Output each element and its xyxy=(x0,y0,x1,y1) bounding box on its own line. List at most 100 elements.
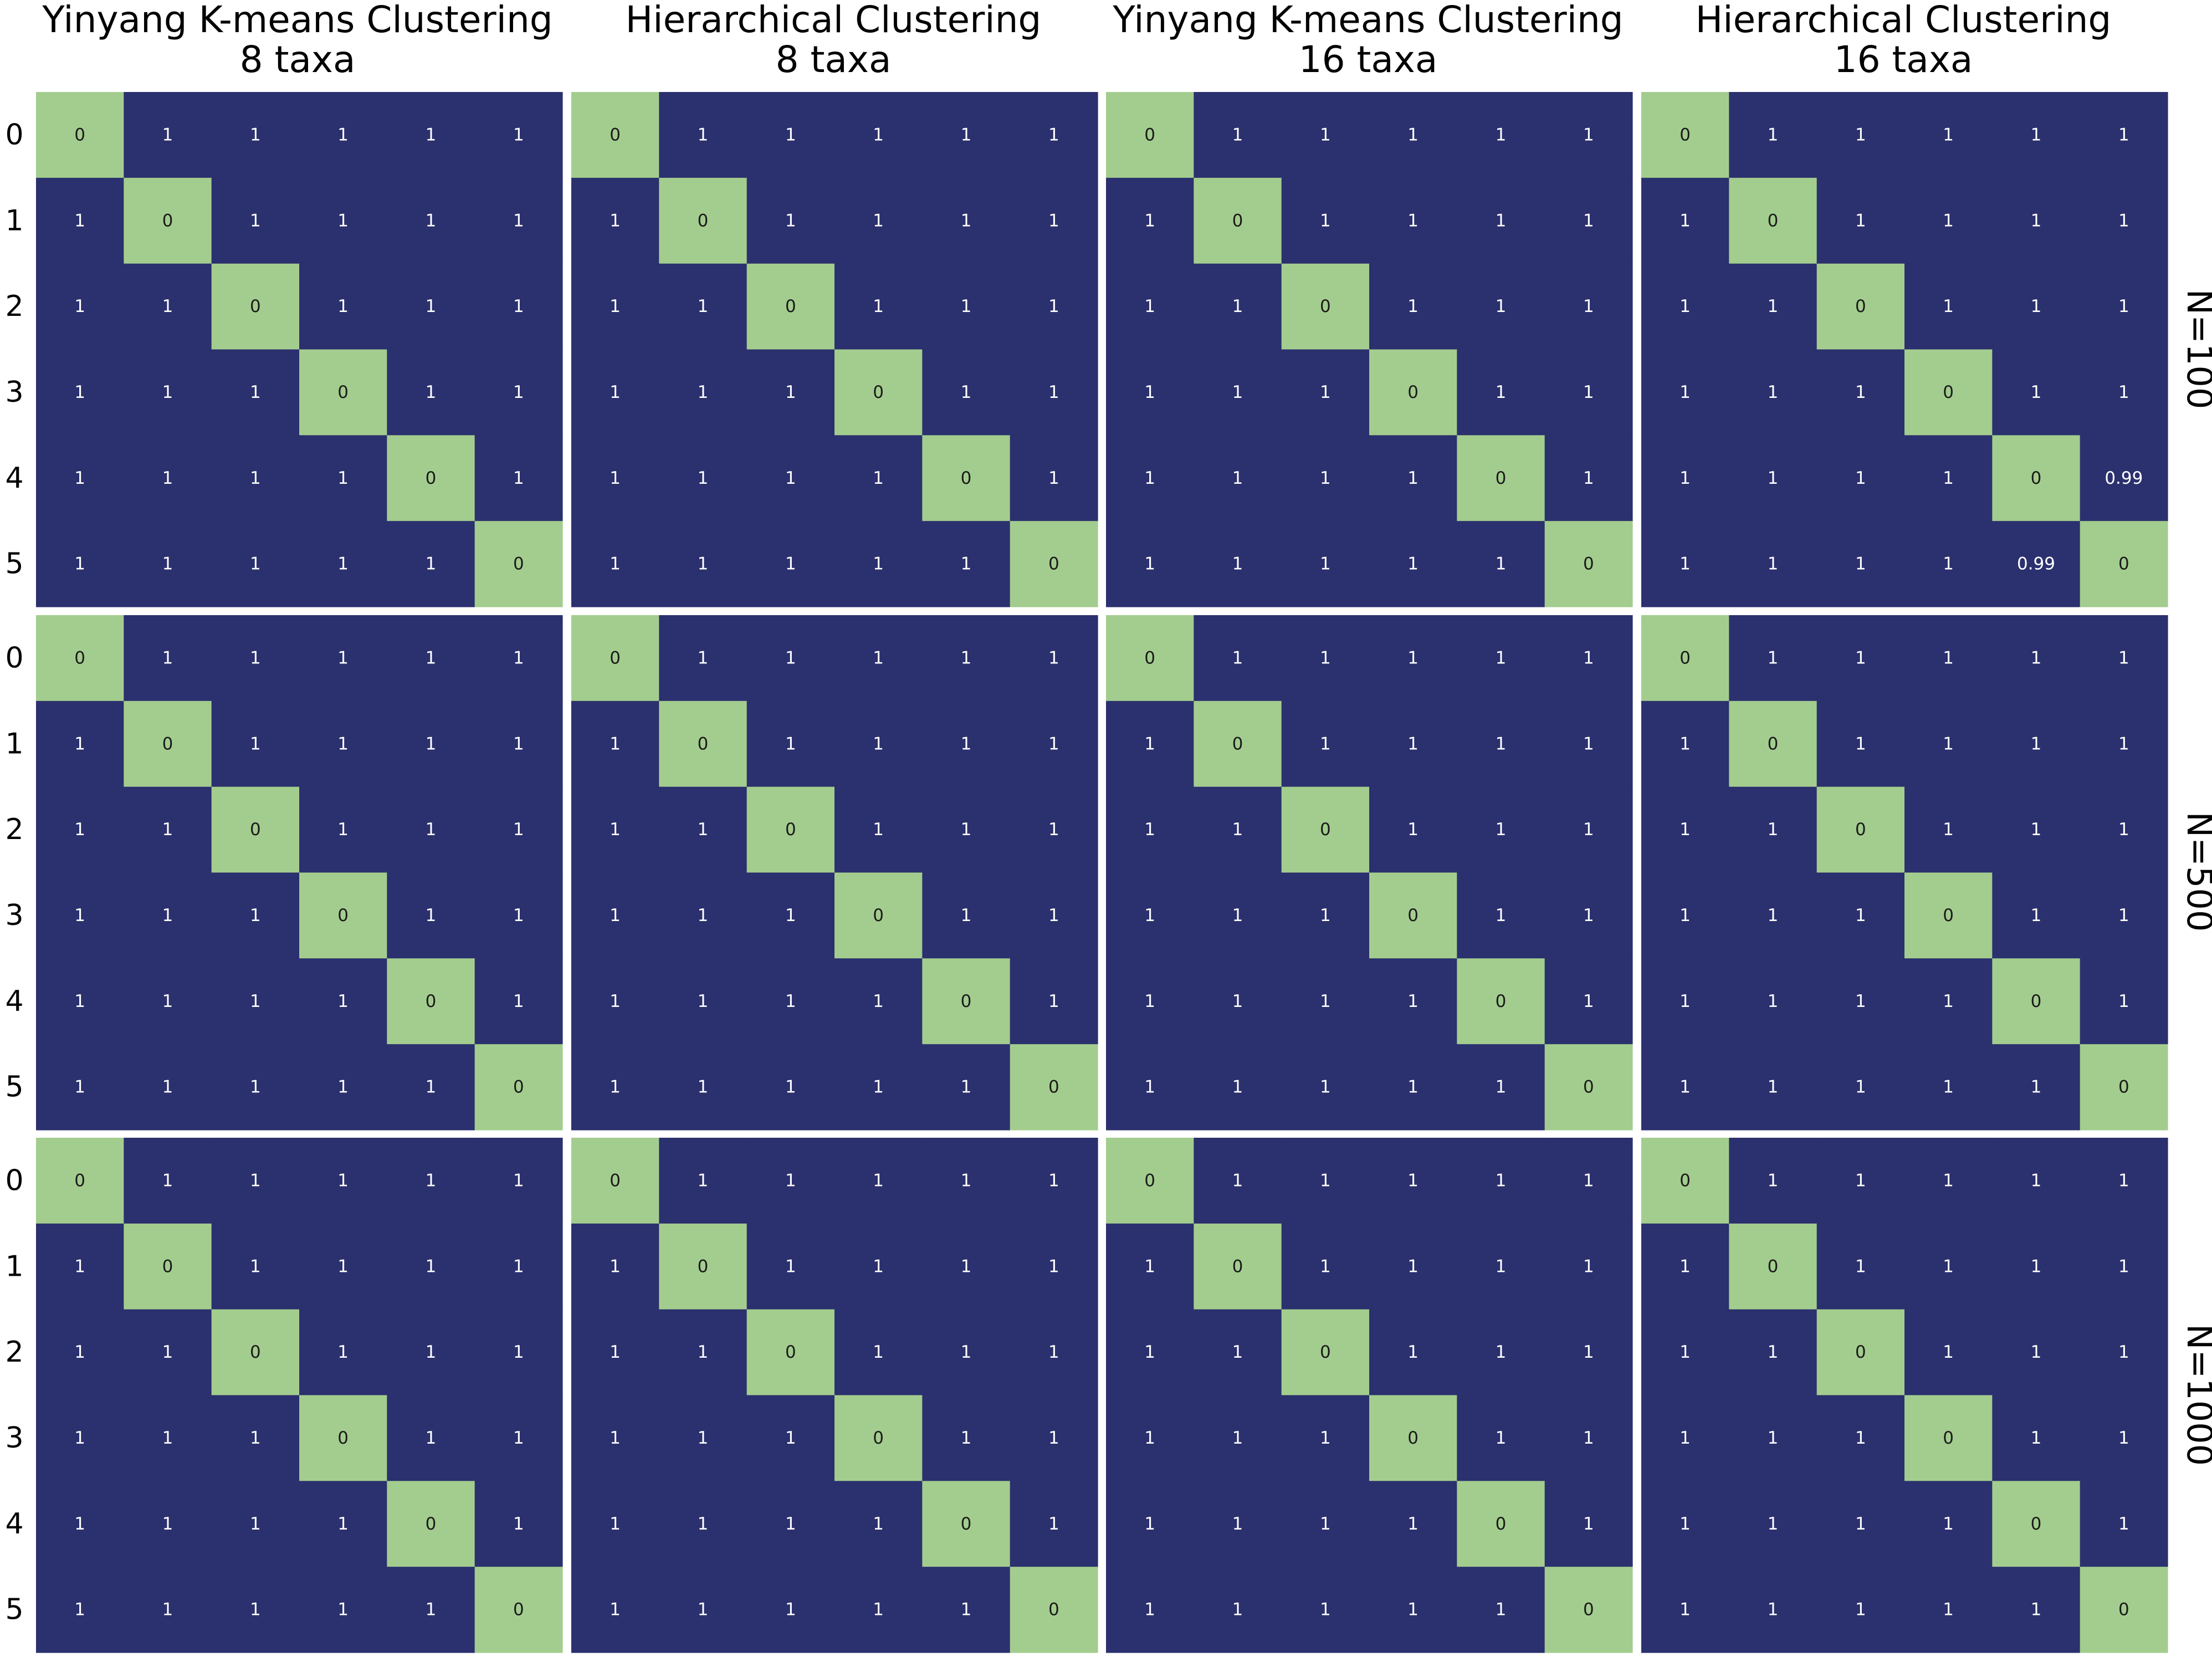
heatmap-cell xyxy=(124,1567,212,1653)
heatmap-cell xyxy=(387,1223,475,1310)
heatmap-cell xyxy=(387,1044,475,1131)
heatmap-cell xyxy=(36,1309,124,1396)
heatmap-cell-label: 1 xyxy=(698,125,709,145)
heatmap-cell-label: 1 xyxy=(513,734,524,754)
heatmap-cell-label: 1 xyxy=(1680,468,1691,488)
heatmap-cell-label: 1 xyxy=(610,1077,621,1097)
heatmap-cell-label: 0 xyxy=(250,820,261,840)
heatmap-cell-label: 1 xyxy=(2118,1342,2129,1362)
heatmap-cell xyxy=(2080,435,2168,521)
heatmap-cell xyxy=(1281,872,1370,959)
heatmap-cell-label: 1 xyxy=(74,554,85,574)
heatmap-cell-label: 1 xyxy=(2118,382,2129,402)
heatmap-cell xyxy=(36,700,124,787)
heatmap-cell-label: 1 xyxy=(1680,820,1691,840)
heatmap-cell xyxy=(2080,521,2168,607)
heatmap-cell-label: 1 xyxy=(1232,1342,1243,1362)
heatmap-cell-label: 1 xyxy=(250,1428,261,1448)
heatmap-cell-label: 1 xyxy=(698,554,709,574)
heatmap-cell-label: 1 xyxy=(1768,382,1779,402)
heatmap-cell-label: 1 xyxy=(1048,1514,1059,1534)
heatmap-cell-label: 1 xyxy=(426,906,437,925)
heatmap-cell xyxy=(2080,872,2168,959)
heatmap-cell-label: 1 xyxy=(2118,734,2129,754)
heatmap-cell xyxy=(1010,1481,1098,1567)
heatmap-cell xyxy=(1729,1138,1817,1224)
heatmap-cell-label: 1 xyxy=(1583,1428,1594,1448)
heatmap-cell xyxy=(1010,521,1098,607)
heatmap-cell xyxy=(1992,177,2081,264)
heatmap-cell xyxy=(922,786,1011,873)
heatmap-cell-label: 1 xyxy=(1407,296,1419,316)
heatmap-cell-label: 1 xyxy=(426,1170,437,1190)
heatmap-cell xyxy=(1816,700,1905,787)
heatmap-cell xyxy=(36,435,124,521)
heatmap-cell-label: 0 xyxy=(1768,734,1779,754)
heatmap-cell xyxy=(1281,1395,1370,1481)
heatmap-cell xyxy=(1816,1138,1905,1224)
heatmap-cell xyxy=(659,177,747,264)
heatmap-cell xyxy=(124,615,212,702)
heatmap-cell xyxy=(659,1309,747,1396)
heatmap-cell-label: 1 xyxy=(1855,1256,1866,1276)
heatmap-cell-label: 1 xyxy=(1943,211,1954,231)
heatmap-cell xyxy=(1457,435,1545,521)
row-labels: N=100 N=500 N=1000 xyxy=(2179,289,2212,1466)
heatmap-panel-r3-c1: 0 1 1 1 1 1 1 0 1 1 1 1 1 1 0 1 1 1 1 1 1 0 1 1 1 1 1 1 0 1 1 1 1 1 1 0 xyxy=(36,1138,563,1653)
heatmap-cell xyxy=(1106,1309,1194,1396)
heatmap-cell xyxy=(1369,958,1457,1045)
heatmap-cell xyxy=(1106,1138,1194,1224)
heatmap-cell xyxy=(1816,1223,1905,1310)
heatmap-cell xyxy=(1369,521,1457,607)
heatmap-cell-label: 1 xyxy=(250,906,261,925)
heatmap-cell xyxy=(1010,1223,1098,1310)
heatmap-cell-label: 1 xyxy=(1583,1342,1594,1362)
heatmap-cell-label: 0 xyxy=(1943,906,1954,925)
heatmap-cell-label: 1 xyxy=(513,1428,524,1448)
heatmap-cell xyxy=(387,1309,475,1396)
heatmap-cell xyxy=(1641,1044,1729,1131)
heatmap-cell xyxy=(746,521,835,607)
heatmap-cell xyxy=(124,1481,212,1567)
heatmap-cell xyxy=(211,1044,300,1131)
heatmap-cell-label: 0 xyxy=(1232,734,1243,754)
heatmap-cell-label: 1 xyxy=(1496,648,1507,668)
heatmap-cell-label: 1 xyxy=(1855,991,1866,1011)
heatmap-cell xyxy=(1641,786,1729,873)
heatmap-cell-label: 1 xyxy=(873,1600,884,1620)
heatmap-cell-label: 0 xyxy=(2118,554,2129,574)
heatmap-cell xyxy=(1106,700,1194,787)
heatmap-cell-label: 1 xyxy=(873,296,884,316)
heatmap-cell-label: 1 xyxy=(1320,1428,1331,1448)
heatmap-cell-label: 1 xyxy=(1232,1600,1243,1620)
heatmap-cell-label: 1 xyxy=(1407,1342,1419,1362)
heatmap-cell xyxy=(124,1395,212,1481)
heatmap-cell-label: 1 xyxy=(513,1342,524,1362)
heatmap-cell-label: 1 xyxy=(1048,296,1059,316)
heatmap-cell-label: 1 xyxy=(426,1428,437,1448)
heatmap-cell-label: 1 xyxy=(610,1256,621,1276)
heatmap-cell xyxy=(1641,177,1729,264)
heatmap-cell-label: 1 xyxy=(1407,125,1419,145)
heatmap-cell-label: 1 xyxy=(337,1256,349,1276)
heatmap-cell-label: 1 xyxy=(1232,1170,1243,1190)
heatmap-cell xyxy=(746,958,835,1045)
heatmap-cell-label: 1 xyxy=(513,211,524,231)
y-tick-label: 4 xyxy=(5,1507,23,1541)
heatmap-cell xyxy=(36,1223,124,1310)
heatmap-cell-label: 1 xyxy=(1855,382,1866,402)
y-tick-label: 3 xyxy=(5,899,23,932)
heatmap-cell xyxy=(1544,92,1633,178)
heatmap-cell xyxy=(571,177,659,264)
heatmap-cell xyxy=(474,1567,563,1653)
heatmap-cell-label: 1 xyxy=(513,991,524,1011)
heatmap-cell xyxy=(387,435,475,521)
heatmap-cell-label: 1 xyxy=(74,906,85,925)
heatmap-cell xyxy=(1904,1395,1993,1481)
heatmap-cell-label: 1 xyxy=(337,1514,349,1534)
heatmap-cell xyxy=(387,700,475,787)
heatmap-cell-label: 1 xyxy=(1943,554,1954,574)
heatmap-cell xyxy=(834,1395,923,1481)
heatmap-cell xyxy=(1369,1309,1457,1396)
heatmap-cell xyxy=(1904,263,1993,350)
